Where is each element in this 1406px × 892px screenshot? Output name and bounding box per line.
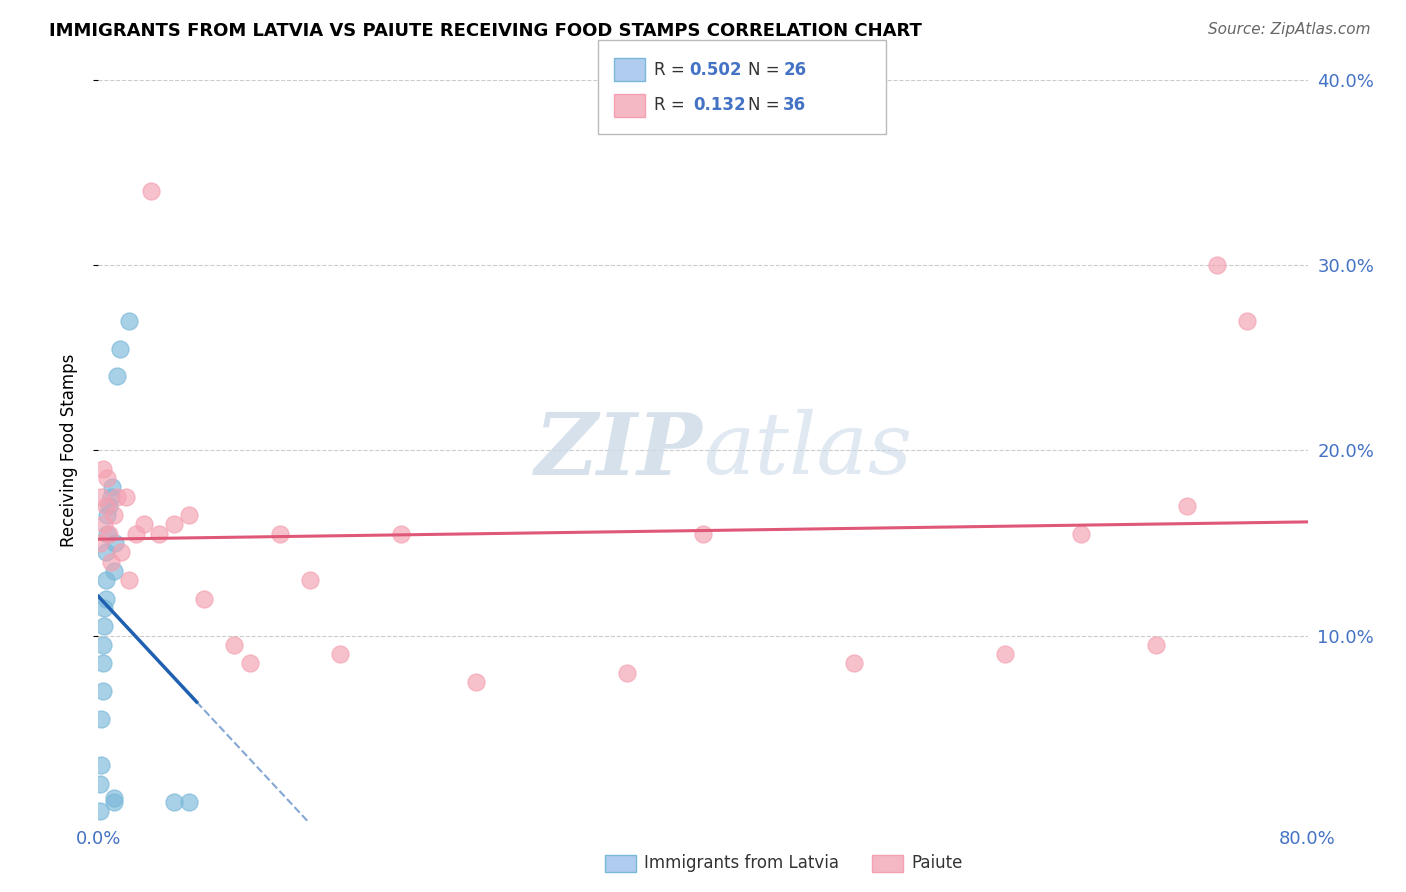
Point: [91, 638, 114, 652]
Point: [329, 647, 352, 661]
Point: [93, 619, 115, 633]
Point: [94, 573, 117, 587]
Point: [108, 342, 131, 356]
Point: [389, 526, 412, 541]
Point: [103, 795, 125, 809]
Point: [179, 508, 201, 523]
Text: 26: 26: [783, 61, 806, 78]
Point: [90, 490, 112, 504]
Text: atlas: atlas: [703, 409, 912, 491]
Point: [1175, 499, 1198, 513]
Point: [125, 526, 148, 541]
Point: [94, 545, 117, 559]
Point: [98, 526, 121, 541]
Point: [89, 536, 111, 550]
Text: N =: N =: [748, 61, 785, 78]
Point: [179, 795, 201, 809]
Y-axis label: Receiving Food Stamps: Receiving Food Stamps: [59, 354, 77, 547]
Point: [148, 526, 170, 541]
Point: [93, 600, 115, 615]
Point: [94, 499, 117, 513]
Point: [110, 545, 132, 559]
Point: [96, 471, 118, 485]
Point: [89, 776, 111, 791]
Point: [616, 665, 638, 680]
Point: [224, 638, 246, 652]
Point: [103, 564, 125, 578]
Point: [91, 462, 114, 476]
Point: [1070, 526, 1092, 541]
Point: [465, 674, 488, 689]
Text: IMMIGRANTS FROM LATVIA VS PAIUTE RECEIVING FOOD STAMPS CORRELATION CHART: IMMIGRANTS FROM LATVIA VS PAIUTE RECEIVI…: [49, 22, 922, 40]
Point: [114, 490, 136, 504]
Text: 0.132: 0.132: [693, 96, 745, 114]
Point: [101, 481, 124, 495]
Text: N =: N =: [748, 96, 785, 114]
Point: [90, 712, 112, 726]
Text: Source: ZipAtlas.com: Source: ZipAtlas.com: [1208, 22, 1371, 37]
Text: R =: R =: [654, 61, 690, 78]
Point: [100, 554, 122, 569]
Text: 36: 36: [783, 96, 806, 114]
Point: [96, 508, 118, 523]
Text: ZIP: ZIP: [536, 409, 703, 492]
Point: [100, 490, 122, 504]
Point: [844, 657, 866, 671]
Point: [1236, 314, 1258, 328]
Point: [103, 791, 125, 805]
Point: [90, 758, 112, 772]
Point: [163, 517, 186, 532]
Text: R =: R =: [654, 96, 695, 114]
Text: Immigrants from Latvia: Immigrants from Latvia: [644, 855, 839, 872]
Point: [141, 184, 163, 198]
Point: [692, 526, 714, 541]
Point: [299, 573, 322, 587]
Point: [98, 499, 121, 513]
Point: [105, 369, 128, 384]
Point: [104, 536, 127, 550]
Point: [1144, 638, 1167, 652]
Point: [89, 805, 111, 819]
Point: [94, 591, 117, 606]
Point: [239, 657, 262, 671]
Point: [118, 314, 141, 328]
Point: [105, 490, 128, 504]
Point: [91, 657, 114, 671]
Point: [269, 526, 291, 541]
Point: [163, 795, 186, 809]
Point: [1206, 259, 1229, 273]
Point: [91, 684, 114, 698]
Point: [994, 647, 1017, 661]
Point: [118, 573, 141, 587]
Point: [132, 517, 155, 532]
Text: 0.502: 0.502: [689, 61, 741, 78]
Text: Paiute: Paiute: [911, 855, 963, 872]
Point: [103, 508, 125, 523]
Point: [193, 591, 215, 606]
Point: [96, 526, 118, 541]
Point: [93, 517, 115, 532]
